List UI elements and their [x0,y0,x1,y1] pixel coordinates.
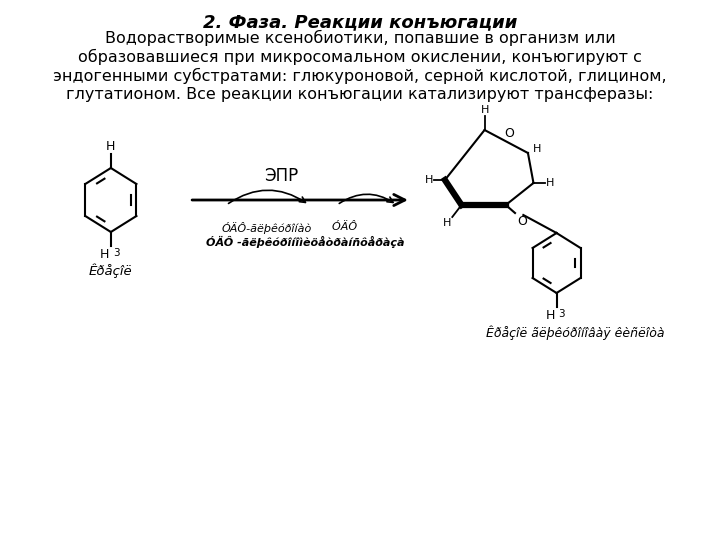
Text: H: H [546,178,554,188]
Text: O: O [504,127,514,140]
Text: образовавшиеся при микросомальном окислении, конъюгируют с: образовавшиеся при микросомальном окисле… [78,49,642,65]
Text: H: H [533,144,541,154]
Text: ÓÄÔ-ãëþêóðîíàò: ÓÄÔ-ãëþêóðîíàò [222,222,312,234]
Text: 3: 3 [113,248,120,258]
Text: ЭПР: ЭПР [264,167,299,185]
FancyArrowPatch shape [228,190,305,204]
Text: Водорастворимые ксенобиотики, попавшие в организм или: Водорастворимые ксенобиотики, попавшие в… [104,30,616,46]
Text: ÓÄÔ -ãëþêóðîíîìèöåòðàíñôåðàçà: ÓÄÔ -ãëþêóðîíîìèöåòðàíñôåðàçà [206,236,405,248]
Text: O: O [517,215,527,228]
Text: H: H [425,175,433,185]
Text: H: H [545,309,554,322]
Text: Êðåçîë ãëþêóðîíîâàÿ êèñëîòà: Êðåçîë ãëþêóðîíîâàÿ êèñëîòà [486,325,665,340]
Text: H: H [106,140,115,153]
Text: 3: 3 [559,309,565,319]
Text: ÓÄÔ: ÓÄÔ [318,222,358,232]
Text: H: H [99,248,109,261]
Text: эндогенными субстратами: глюкуроновой, серной кислотой, глицином,: эндогенными субстратами: глюкуроновой, с… [53,68,667,84]
FancyArrowPatch shape [339,194,393,204]
Text: H: H [443,218,451,228]
Text: Êðåçîë: Êðåçîë [89,264,132,279]
Text: H: H [480,105,489,115]
Text: 2. Фаза. Реакции конъюгации: 2. Фаза. Реакции конъюгации [203,13,517,31]
Text: глутатионом. Все реакции конъюгации катализируют трансферазы:: глутатионом. Все реакции конъюгации ката… [66,87,654,102]
